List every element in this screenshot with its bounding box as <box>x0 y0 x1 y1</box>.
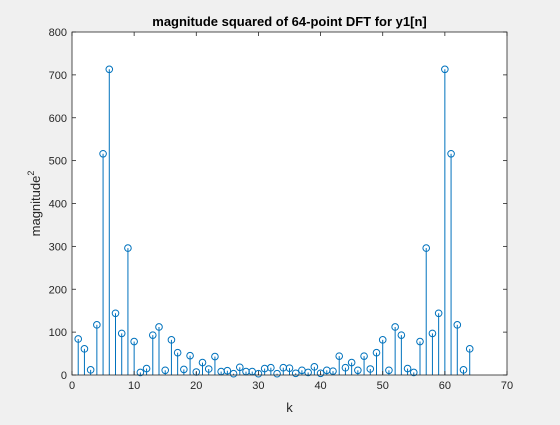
y-tick-label: 700 <box>49 70 67 82</box>
y-axis-label-superscript: 2 <box>26 171 36 176</box>
y-tick-label: 800 <box>49 27 67 39</box>
x-tick-label: 50 <box>377 380 389 392</box>
svg-text:magnitude2: magnitude2 <box>26 171 43 237</box>
y-tick-label: 200 <box>49 284 67 296</box>
x-tick-label: 70 <box>501 380 513 392</box>
y-tick-label: 500 <box>49 156 67 168</box>
x-tick-label: 60 <box>439 380 451 392</box>
y-tick-label: 100 <box>49 327 67 339</box>
y-axis-label: magnitude2 <box>26 171 43 237</box>
x-tick-label: 10 <box>128 380 140 392</box>
x-tick-label: 40 <box>314 380 326 392</box>
y-axis-label-text: magnitude <box>28 176 43 237</box>
y-tick-label: 600 <box>49 113 67 125</box>
plot-area <box>72 32 507 375</box>
x-tick-label: 20 <box>190 380 202 392</box>
x-tick-label: 30 <box>252 380 264 392</box>
y-tick-label: 400 <box>49 199 67 211</box>
x-axis-label: k <box>286 400 293 415</box>
chart-title: magnitude squared of 64-point DFT for y1… <box>152 14 426 29</box>
x-tick-label: 0 <box>69 380 75 392</box>
y-tick-label: 0 <box>61 370 67 382</box>
y-tick-label: 300 <box>49 241 67 253</box>
